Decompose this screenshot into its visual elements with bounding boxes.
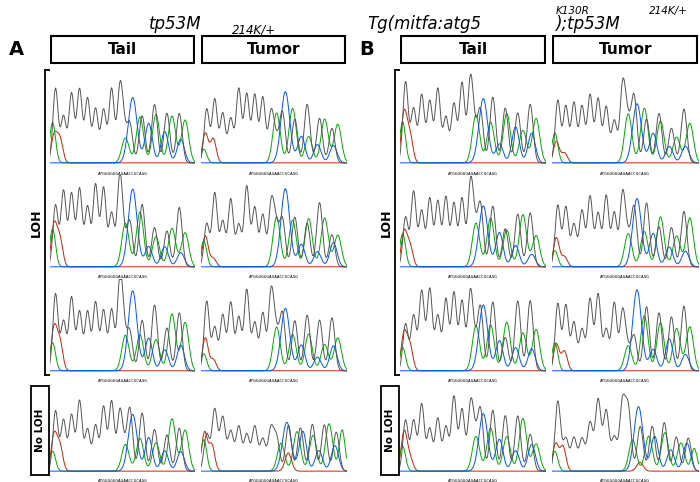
Text: No LOH: No LOH: [35, 409, 45, 452]
Text: ATGGGGGGAGAACCGCAGG: ATGGGGGGAGAACCGCAGG: [97, 379, 148, 384]
FancyBboxPatch shape: [554, 36, 697, 63]
Text: ATGGGGGGAGAACCGCAGG: ATGGGGGGAGAACCGCAGG: [248, 379, 299, 384]
Text: ATGGGGGGAGAACCGCAGG: ATGGGGGGAGAACCGCAGG: [601, 276, 650, 280]
FancyBboxPatch shape: [401, 36, 545, 63]
Text: Tumor: Tumor: [598, 42, 652, 57]
Text: ATGGGGGGAGAACCGCAGG: ATGGGGGGAGAACCGCAGG: [601, 479, 650, 482]
Text: 214K/+: 214K/+: [649, 6, 687, 16]
Text: ATGGGGGGAGAACCGCAGG: ATGGGGGGAGAACCGCAGG: [248, 276, 299, 280]
Text: LOH: LOH: [30, 208, 43, 237]
FancyBboxPatch shape: [31, 386, 49, 475]
Text: Tail: Tail: [458, 42, 488, 57]
Text: ATGGGGGGAGAACCGCAGG: ATGGGGGGAGAACCGCAGG: [601, 379, 650, 384]
Text: Tail: Tail: [108, 42, 137, 57]
Text: No LOH: No LOH: [385, 409, 395, 452]
Text: );tp53M: );tp53M: [555, 15, 620, 33]
Text: Tg(mitfa:atg5: Tg(mitfa:atg5: [368, 15, 482, 33]
Text: tp53M: tp53M: [148, 15, 202, 33]
FancyBboxPatch shape: [51, 36, 194, 63]
FancyBboxPatch shape: [202, 36, 345, 63]
Text: ATGGGGGGAGAACCGCAGG: ATGGGGGGAGAACCGCAGG: [248, 172, 299, 175]
Text: ATGGGGGGAGAACCGCAGG: ATGGGGGGAGAACCGCAGG: [448, 172, 498, 175]
Text: Tumor: Tumor: [247, 42, 300, 57]
Text: ATGGGGGGAGAACCGCAGG: ATGGGGGGAGAACCGCAGG: [248, 479, 299, 482]
FancyBboxPatch shape: [381, 386, 399, 475]
Text: 214K/+: 214K/+: [232, 23, 276, 36]
Text: K130R: K130R: [555, 6, 589, 16]
Text: ATGGGGGGAGAACCGCAGG: ATGGGGGGAGAACCGCAGG: [97, 276, 148, 280]
Text: A: A: [9, 40, 25, 59]
Text: B: B: [359, 40, 375, 59]
Text: ATGGGGGGAGAACCGCAGG: ATGGGGGGAGAACCGCAGG: [97, 479, 148, 482]
Text: ATGGGGGGAGAACCGCAGG: ATGGGGGGAGAACCGCAGG: [448, 276, 498, 280]
Text: ATGGGGGGAGAACCGCAGG: ATGGGGGGAGAACCGCAGG: [448, 479, 498, 482]
Text: ATGGGGGGAGAACCGCAGG: ATGGGGGGAGAACCGCAGG: [601, 172, 650, 175]
Text: LOH: LOH: [380, 208, 393, 237]
Text: ATGGGGGGAGAACCGCAGG: ATGGGGGGAGAACCGCAGG: [97, 172, 148, 175]
Text: ATGGGGGGAGAACCGCAGG: ATGGGGGGAGAACCGCAGG: [448, 379, 498, 384]
